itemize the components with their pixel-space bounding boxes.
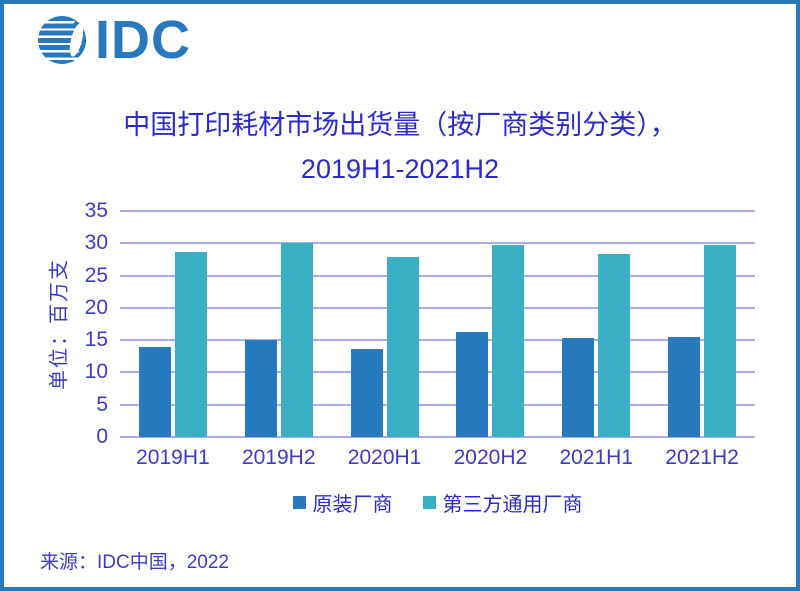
bar-2019H1-第三方通用厂商 [174,252,207,437]
y-tick-label-5: 5 [96,392,108,416]
x-label-2019H2: 2019H2 [241,446,316,469]
bar-2019H2-原装厂商 [244,340,277,437]
bar-group-2019H2 [226,211,332,437]
y-tick-label-25: 25 [84,263,108,287]
idc-logo-text: IDC [95,10,191,70]
x-label-2021H2: 2021H2 [665,446,739,469]
x-label-2019H1: 2019H1 [136,446,210,469]
x-label-2021H1: 2021H1 [559,446,633,469]
gridline-20 [120,306,755,309]
gridline-0 [120,436,755,438]
legend-label-thirdparty: 第三方通用厂商 [442,494,583,516]
gridline-25 [120,274,755,277]
idc-globe-icon [34,12,90,68]
chart-title-line1: 中国打印耗材市场出货量（按厂商类别分类）， [123,110,677,140]
legend-swatch-thirdparty [422,496,436,509]
x-axis-labels: 2019H1 2019H2 2020H1 2020H2 2021H1 2021H2 [120,446,755,470]
bar-groups [120,211,755,437]
y-tick-label-0: 0 [96,425,108,448]
y-tick-label-15: 15 [84,328,108,352]
bar-2021H2-第三方通用厂商 [704,244,737,437]
bar-group-2021H1 [543,211,649,437]
x-label-2020H1: 2020H1 [347,446,422,469]
bar-group-2020H2 [437,211,543,437]
gridline-15 [120,339,755,342]
legend-item-oem: 原装厂商 [292,488,393,517]
source-note: 来源：IDC中国，2022 [40,552,229,573]
bar-2019H1-原装厂商 [138,346,171,437]
y-tick-label-10: 10 [84,360,108,384]
y-tick-label-20: 20 [84,295,108,319]
gridline-35 [120,210,755,212]
bar-2021H1-原装厂商 [562,338,595,437]
legend-item-thirdparty: 第三方通用厂商 [422,488,583,517]
legend-label-oem: 原装厂商 [312,494,393,516]
bar-group-2019H1 [120,211,226,437]
bar-2021H2-原装厂商 [668,336,701,437]
x-label-2020H2: 2020H2 [453,446,528,469]
bar-2020H1-第三方通用厂商 [386,256,419,437]
bar-group-2021H2 [649,211,755,437]
gridline-30 [120,242,755,245]
legend-swatch-oem [292,496,306,509]
gridline-10 [120,371,755,374]
chart-title: 中国打印耗材市场出货量（按厂商类别分类）， 2019H1-2021H2 [4,103,796,191]
bar-2020H2-第三方通用厂商 [492,245,525,437]
bar-2021H1-第三方通用厂商 [598,253,631,437]
y-axis-tick-labels: 0 5 10 15 20 25 30 35 [4,200,108,448]
y-tick-label-30: 30 [84,231,108,255]
bar-2019H2-第三方通用厂商 [280,242,313,437]
bar-group-2020H1 [332,211,438,437]
bar-2020H2-原装厂商 [456,331,489,437]
chart-title-line2: 2019H1-2021H2 [300,154,500,184]
y-tick-label-35: 35 [84,199,108,222]
plot-area [120,210,755,438]
idc-logo: IDC [34,10,191,70]
gridline-5 [120,403,755,406]
bar-2020H1-原装厂商 [350,348,383,437]
legend: 原装厂商 第三方通用厂商 [120,488,755,517]
